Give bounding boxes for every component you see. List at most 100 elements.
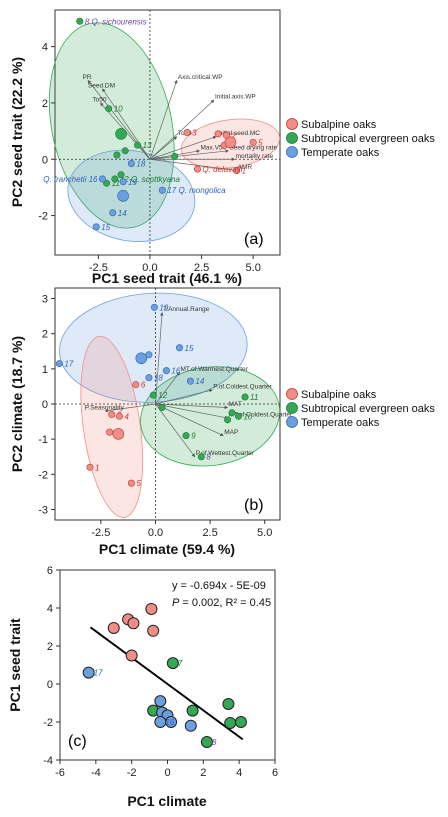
point-label: 3 [192, 129, 197, 138]
subalpine-point [147, 624, 160, 637]
point-label: 17 Q. mongolica [167, 186, 226, 195]
x-tick-label: 2.5 [194, 262, 209, 274]
y-tick-label: 2 [42, 98, 48, 110]
temperate-point [119, 178, 127, 186]
loading-arrow [149, 149, 229, 160]
panel-a-x-axis-title: PC1 seed trait (46.1 %) [92, 270, 242, 286]
subtropical-point [200, 735, 213, 748]
loading-arrow-label: AMR [238, 164, 253, 171]
panel-c-stats-values: = 0.002, R² = 0.45 [179, 597, 271, 609]
panel-a-legend: Subalpine oaks Subtropical evergreen oak… [286, 118, 435, 159]
point-label: 10 [243, 412, 252, 421]
loading-arrow-label: MT.of.Coldest.Quarter [229, 412, 293, 419]
subalpine-point [132, 381, 140, 389]
subtropical-point [197, 453, 205, 461]
y-tick-label: 4 [47, 603, 53, 615]
loading-arrow-label: MT.of.Warmest.Quarter [181, 366, 249, 373]
subtropical-point [103, 179, 111, 187]
point-label: 14 [118, 209, 127, 218]
loading-arrow [155, 403, 229, 410]
panel-b-climate-pca: T.Annual.Range MT.of.Warmest.Quarter P.of.… [9, 287, 435, 557]
loading-arrow-label: Axis.critical.WP [178, 74, 223, 81]
subalpine-point [214, 130, 222, 138]
panel-a-label: (a) [244, 231, 264, 248]
temperate-point [154, 716, 167, 728]
legend-b-subtropical-marker [286, 402, 298, 414]
loading-arrow [155, 312, 164, 405]
y-tick-label: 2 [42, 329, 48, 341]
subtropical-point [113, 151, 121, 159]
loading-arrow [155, 388, 213, 405]
x-tick-label: -2 [127, 767, 137, 779]
point-label: Q. delavayi [202, 165, 242, 174]
point-label: 14 [195, 377, 204, 386]
subalpine-point [224, 136, 237, 149]
point-label: 16 [165, 718, 174, 727]
legend-b-subalpine-marker [286, 388, 298, 400]
point-label: 8 Q. sichourensis [85, 17, 147, 26]
x-tick-label: 2 [200, 767, 206, 779]
point-label: 15 [101, 223, 110, 232]
panel-b-y-axis-title: PC2 climate (18.7 %) [9, 336, 25, 472]
loading-arrow [104, 403, 156, 413]
x-tick-label: 4 [236, 767, 242, 779]
loading-arrow [155, 403, 196, 458]
point-label: 13 [143, 141, 152, 150]
loading-arrow [149, 136, 178, 160]
loading-arrow [155, 371, 180, 405]
point-label: 18 [154, 374, 163, 383]
point-label: 5 [136, 479, 141, 488]
point-label: 9 [191, 432, 196, 441]
point-label: 10 [114, 105, 123, 114]
subtropical-point [105, 105, 113, 113]
subtropical-point [134, 141, 142, 149]
loading-arrow-label: P.of.Wettest.Quarter [196, 450, 255, 457]
panel-c-equation: y = -0.694x - 5E-09 [172, 580, 266, 592]
temperate-point [55, 360, 63, 368]
point-label: 19 [159, 303, 168, 312]
temperate-confidence-ellipse [67, 149, 196, 243]
subtropical-point [234, 412, 242, 420]
subalpine-point [106, 428, 114, 436]
legend-b-subtropical-label: Subtropical evergreen oaks [301, 403, 435, 415]
subtropical-point [241, 393, 249, 401]
x-tick-label: -2.5 [91, 527, 110, 539]
subalpine-point [233, 167, 241, 175]
y-tick-label: 3 [42, 294, 48, 306]
loading-arrow-label: MAP [224, 429, 238, 436]
x-tick-label: 5.0 [246, 262, 261, 274]
legend-b-temperate-label: Temperate oaks [301, 417, 380, 429]
loading-arrow-label: To50 [92, 96, 106, 103]
point-label: 16 [171, 367, 180, 376]
x-tick-label: -4 [91, 767, 101, 779]
regression-line [89, 626, 244, 741]
legend-subalpine-marker [286, 118, 298, 130]
subtropical-confidence-ellipse [140, 366, 281, 467]
point-label: 18 [136, 159, 145, 168]
panel-c-y-axis-title: PC1 seed trait [7, 618, 23, 712]
loading-arrow-label: Initial.axis.WP [215, 94, 256, 101]
x-tick-label: 0.0 [148, 527, 163, 539]
subtropical-point [224, 416, 232, 424]
panel-a-y-axis-title: PC2 seed trait (22.2 %) [9, 57, 25, 207]
y-tick-label: 1 [42, 364, 48, 376]
subtropical-point [158, 404, 166, 412]
loading-arrow-label: PR [83, 74, 92, 81]
subtropical-point [228, 409, 236, 417]
x-tick-label: 2.5 [202, 527, 217, 539]
subalpine-point [112, 428, 125, 440]
temperate-point [150, 303, 158, 311]
subtropical-point [117, 171, 125, 179]
subalpine-point [127, 617, 140, 630]
loading-arrow [149, 158, 238, 172]
y-tick-label: 6 [47, 565, 53, 577]
temperate-point [109, 209, 117, 217]
loading-arrow [102, 88, 151, 160]
panel-c-x-axis-title: PC1 climate [127, 793, 207, 809]
y-tick-label: -2 [38, 469, 48, 481]
subtropical-point [224, 716, 237, 729]
point-label: 15 [185, 344, 194, 353]
point-label: 8 [206, 453, 211, 462]
